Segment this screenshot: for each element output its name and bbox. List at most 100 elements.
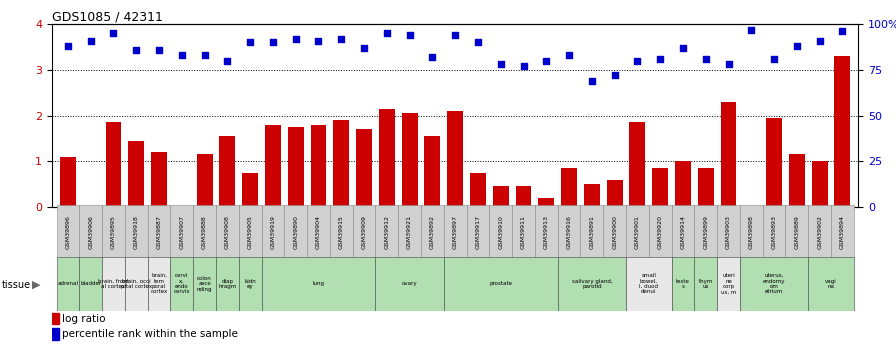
Text: bladder: bladder	[80, 281, 101, 286]
Point	[653, 56, 668, 62]
Point	[107, 31, 121, 36]
Text: GSM39906: GSM39906	[88, 215, 93, 249]
Bar	[56, 205, 80, 259]
Bar	[626, 205, 649, 259]
Bar	[216, 205, 238, 259]
Bar	[379, 109, 395, 207]
Bar	[60, 157, 76, 207]
Point	[220, 58, 235, 63]
Point	[721, 62, 736, 67]
Bar	[80, 205, 102, 259]
Text: GSM39912: GSM39912	[384, 215, 390, 249]
Bar	[52, 313, 59, 324]
Bar	[151, 152, 167, 207]
Text: kidn
ey: kidn ey	[245, 278, 256, 289]
Bar	[557, 257, 626, 310]
Bar	[834, 56, 850, 207]
Text: GSM39904: GSM39904	[316, 215, 321, 249]
Text: tissue: tissue	[2, 280, 31, 289]
Point	[585, 78, 599, 83]
Text: GSM39902: GSM39902	[817, 215, 823, 249]
Bar	[401, 113, 418, 207]
Point	[311, 38, 325, 43]
Bar	[170, 205, 194, 259]
Bar	[581, 205, 603, 259]
Bar	[148, 257, 170, 310]
Bar	[311, 125, 326, 207]
Text: GSM39895: GSM39895	[111, 215, 116, 249]
Text: GSM39921: GSM39921	[407, 215, 412, 249]
Bar	[557, 205, 581, 259]
Bar	[265, 125, 281, 207]
Bar	[170, 257, 194, 310]
Text: GSM39915: GSM39915	[339, 215, 344, 249]
Bar	[694, 205, 717, 259]
Text: GSM39911: GSM39911	[521, 215, 526, 249]
Bar	[470, 173, 486, 207]
Bar	[444, 205, 467, 259]
Bar	[375, 257, 444, 310]
Bar	[786, 205, 808, 259]
Bar	[242, 173, 258, 207]
Text: percentile rank within the sample: percentile rank within the sample	[62, 329, 237, 339]
Bar	[333, 120, 349, 207]
Point	[266, 40, 280, 45]
Bar	[513, 205, 535, 259]
Bar	[584, 184, 599, 207]
Bar	[561, 168, 577, 207]
Text: uterus,
endomy
om
etrium: uterus, endomy om etrium	[762, 273, 785, 294]
Bar	[629, 122, 645, 207]
Bar	[493, 186, 509, 207]
Bar	[80, 257, 102, 310]
Bar	[56, 257, 80, 310]
Text: brain,
tem
poral
cortex: brain, tem poral cortex	[151, 273, 168, 294]
Text: GSM39887: GSM39887	[157, 215, 161, 249]
Point	[448, 32, 462, 38]
Point	[380, 31, 394, 36]
Bar	[238, 257, 262, 310]
Bar	[740, 205, 762, 259]
Bar	[649, 205, 672, 259]
Text: GSM39900: GSM39900	[612, 215, 617, 249]
Bar	[375, 205, 398, 259]
Point	[630, 58, 644, 63]
Text: adrenal: adrenal	[57, 281, 79, 286]
Point	[175, 52, 189, 58]
Text: GSM39889: GSM39889	[795, 215, 799, 249]
Text: GSM39899: GSM39899	[703, 215, 708, 249]
Bar	[808, 257, 854, 310]
Point	[539, 58, 554, 63]
Bar	[698, 168, 714, 207]
Text: GSM39903: GSM39903	[726, 215, 731, 249]
Point	[745, 27, 759, 32]
Text: GSM39920: GSM39920	[658, 215, 663, 249]
Text: GSM39888: GSM39888	[202, 215, 207, 249]
Text: brain, occi
pital cortex: brain, occi pital cortex	[121, 278, 151, 289]
Point	[494, 62, 508, 67]
Text: GSM39909: GSM39909	[362, 215, 366, 249]
Bar	[284, 205, 307, 259]
Bar	[125, 257, 148, 310]
Bar	[52, 328, 59, 340]
Point	[334, 36, 349, 41]
Point	[83, 38, 98, 43]
Text: GSM39913: GSM39913	[544, 215, 548, 249]
Text: salivary gland,
parotid: salivary gland, parotid	[572, 278, 612, 289]
Bar	[444, 257, 557, 310]
Bar	[421, 205, 444, 259]
Bar	[720, 102, 737, 207]
Point	[197, 52, 211, 58]
Text: log ratio: log ratio	[62, 314, 105, 324]
Bar	[626, 257, 672, 310]
Point	[813, 38, 827, 43]
Text: GSM39918: GSM39918	[134, 215, 139, 249]
Bar	[607, 179, 623, 207]
Point	[243, 40, 257, 45]
Bar	[106, 122, 122, 207]
Bar	[788, 155, 805, 207]
Text: cervi
x,
endo
cervix: cervi x, endo cervix	[174, 273, 190, 294]
Point	[607, 72, 622, 78]
Bar	[447, 111, 463, 207]
Text: GSM39893: GSM39893	[771, 215, 777, 249]
Bar	[694, 257, 717, 310]
